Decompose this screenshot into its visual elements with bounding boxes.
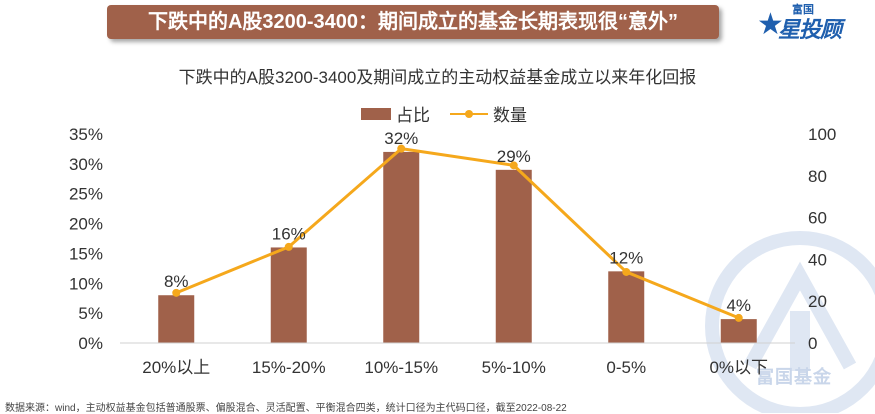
bar <box>608 271 645 343</box>
y-right-tick-label: 80 <box>808 167 827 186</box>
logo-main-text: 星投顾 <box>778 17 842 42</box>
y-right-tick-label: 0 <box>808 334 817 353</box>
bar-data-label: 4% <box>726 296 751 315</box>
y-axis-right: 0 20 40 60 80 100 <box>808 125 836 353</box>
x-tick-label: 20%以上 <box>142 358 210 377</box>
watermark-emblem <box>705 231 875 413</box>
y-right-tick-label: 60 <box>808 209 827 228</box>
y-left-tick-label: 10% <box>69 274 103 293</box>
x-tick-label: 15%-20% <box>252 358 326 377</box>
legend-item-line: 数量 <box>450 101 527 126</box>
x-tick-label: 5%-10% <box>482 358 546 377</box>
bar <box>495 169 532 343</box>
bar-data-labels: 8% 16% 32% 29% 12% 4% <box>164 129 751 315</box>
footnote: 数据来源：wind，主动权益基金包括普通股票、偏股混合、灵活配置、平衡混合四类，… <box>5 403 567 414</box>
y-left-tick-label: 25% <box>69 185 103 204</box>
banner-title: 下跌中的A股3200-3400：期间成立的基金长期表现很“意外” <box>107 5 719 39</box>
x-tick-label: 10%-15% <box>364 358 438 377</box>
bar-data-label: 32% <box>384 129 418 148</box>
bar <box>270 247 307 343</box>
line-path <box>175 147 740 320</box>
x-tick-label: 0%以下 <box>709 358 768 377</box>
bar-data-label: 16% <box>272 224 306 243</box>
legend-bar-swatch <box>361 107 391 120</box>
y-left-tick-label: 15% <box>69 244 103 263</box>
line-point <box>284 242 293 251</box>
legend-bar-label: 占比 <box>396 106 430 125</box>
line-series <box>172 144 743 322</box>
star-icon: ★ <box>757 8 784 41</box>
legend-line-swatch <box>450 107 488 121</box>
bar <box>383 151 420 343</box>
bar-data-label: 29% <box>497 147 531 166</box>
x-axis: 20%以上 15%-20% 10%-15% 5%-10% 0-5% 0%以下 <box>142 358 768 377</box>
y-left-tick-label: 0% <box>78 334 103 353</box>
legend-line-label: 数量 <box>493 106 527 125</box>
line-point <box>397 144 406 153</box>
y-right-tick-label: 100 <box>808 125 836 144</box>
line-point <box>734 313 743 322</box>
y-right-tick-label: 40 <box>808 250 827 269</box>
bar <box>158 295 195 343</box>
y-left-tick-label: 35% <box>69 125 103 144</box>
legend-item-bar: 占比 <box>361 101 430 126</box>
x-tick-label: 0-5% <box>606 358 646 377</box>
bar <box>720 319 757 343</box>
watermark-text: 富国基金 <box>756 367 832 387</box>
chart-title: 下跌中的A股3200-3400及期间成立的主动权益基金成立以来年化回报 <box>178 68 697 87</box>
y-left-tick-label: 20% <box>69 215 103 234</box>
bar-series <box>158 151 757 343</box>
line-point <box>172 288 181 297</box>
y-right-tick-label: 20 <box>808 292 827 311</box>
bar-data-label: 8% <box>164 272 189 291</box>
bar-data-label: 12% <box>609 248 643 267</box>
y-left-tick-label: 5% <box>78 304 103 323</box>
logo-small-text: 富国 <box>792 4 814 16</box>
y-left-tick-label: 30% <box>69 155 103 174</box>
line-point <box>622 267 631 276</box>
y-axis-left: 0% 5% 10% 15% 20% 25% 30% 35% <box>69 125 103 353</box>
line-point <box>509 161 518 170</box>
